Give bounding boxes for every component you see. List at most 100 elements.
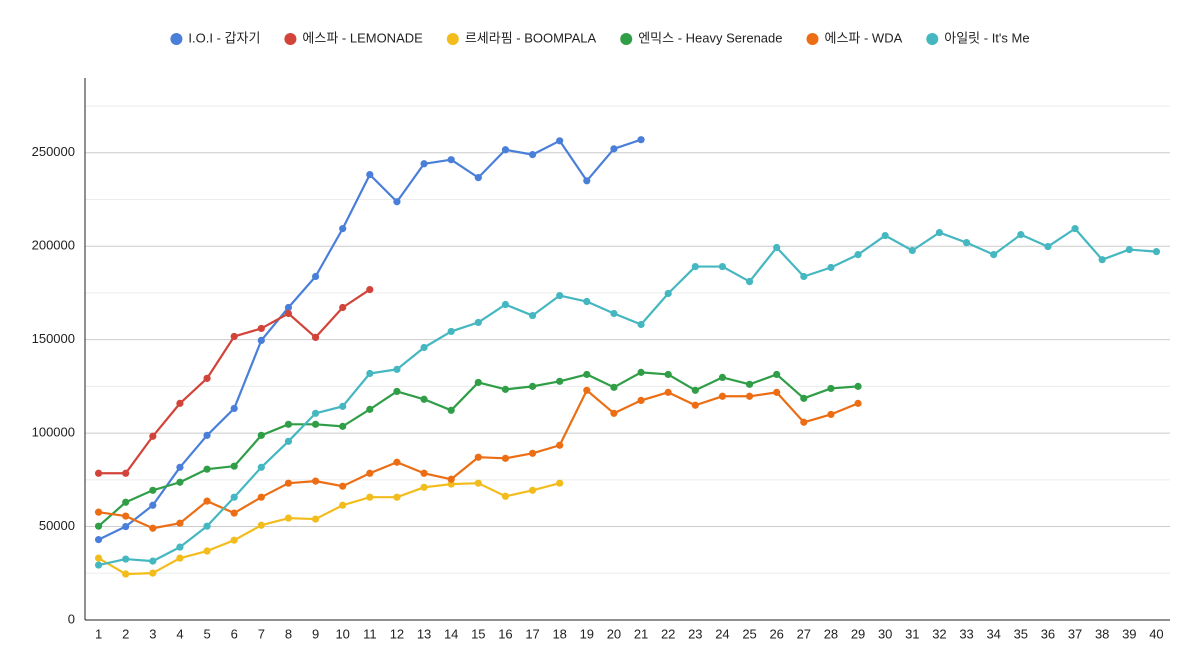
- data-point: [122, 570, 130, 578]
- data-point: [528, 311, 537, 320]
- x-tick-label: 28: [824, 626, 838, 641]
- data-point: [420, 395, 428, 403]
- data-point: [800, 272, 808, 281]
- data-point: [773, 388, 781, 396]
- x-tick-label: 6: [231, 626, 238, 641]
- y-tick-label: 150000: [32, 331, 75, 346]
- data-point: [420, 160, 428, 168]
- data-point: [176, 399, 184, 407]
- data-point: [94, 508, 103, 516]
- x-tick-label: 10: [335, 626, 349, 641]
- x-tick-label: 14: [444, 626, 458, 641]
- x-tick-label: 16: [498, 626, 512, 641]
- data-point: [311, 272, 320, 281]
- x-tick-label: 2: [122, 626, 129, 641]
- data-point: [583, 386, 591, 394]
- data-point: [284, 309, 293, 318]
- x-tick-label: 21: [634, 626, 648, 641]
- data-point: [474, 453, 482, 461]
- data-point: [284, 437, 293, 445]
- data-point: [501, 300, 510, 309]
- x-tick-label: 25: [742, 626, 756, 641]
- data-point: [122, 522, 130, 531]
- data-point: [94, 554, 103, 562]
- data-point: [935, 228, 944, 237]
- data-point: [610, 383, 618, 391]
- data-point: [528, 382, 537, 390]
- data-point: [664, 388, 672, 396]
- data-point: [122, 512, 130, 520]
- data-point: [366, 369, 374, 378]
- x-tick-label: 30: [878, 626, 892, 641]
- data-point: [230, 509, 238, 517]
- data-point: [149, 432, 157, 440]
- data-point: [718, 392, 727, 400]
- data-point: [854, 382, 862, 390]
- data-point: [94, 522, 103, 530]
- data-point: [474, 174, 482, 182]
- legend-label: 르세라핌 - BOOMPALA: [465, 30, 597, 45]
- x-tick-label: 3: [149, 626, 156, 641]
- legend-label: 에스파 - LEMONADE: [302, 30, 423, 45]
- data-point: [501, 492, 510, 500]
- data-point: [1017, 231, 1025, 239]
- data-point: [447, 156, 455, 164]
- data-point: [990, 251, 998, 259]
- data-point: [230, 462, 238, 470]
- data-point: [420, 469, 428, 477]
- y-tick-label: 50000: [39, 518, 75, 533]
- data-point: [420, 343, 428, 352]
- legend-label: 엔믹스 - Heavy Serenade: [638, 30, 782, 45]
- legend-marker: [284, 33, 297, 45]
- data-point: [230, 493, 238, 501]
- data-point: [284, 514, 293, 522]
- data-point: [447, 327, 455, 336]
- data-point: [393, 198, 401, 206]
- data-point: [610, 309, 618, 318]
- x-tick-label: 37: [1068, 626, 1082, 641]
- data-point: [176, 478, 184, 486]
- data-point: [284, 479, 293, 487]
- data-point: [149, 524, 157, 532]
- x-tick-label: 35: [1014, 626, 1028, 641]
- data-point: [881, 231, 889, 240]
- data-point: [420, 483, 428, 491]
- legend-marker: [620, 33, 633, 45]
- legend-marker: [446, 33, 459, 45]
- data-point: [257, 324, 265, 333]
- data-point: [583, 177, 591, 185]
- data-point: [203, 465, 211, 473]
- data-point: [393, 493, 401, 501]
- data-point: [257, 463, 265, 471]
- data-point: [311, 409, 320, 417]
- x-tick-label: 13: [417, 626, 431, 641]
- data-point: [637, 396, 645, 404]
- data-point: [284, 303, 293, 312]
- data-point: [583, 297, 591, 306]
- data-point: [691, 262, 699, 271]
- data-point: [339, 303, 347, 312]
- data-point: [610, 409, 618, 417]
- x-tick-label: 29: [851, 626, 865, 641]
- data-point: [1098, 256, 1106, 264]
- data-point: [501, 454, 510, 462]
- data-point: [908, 246, 916, 255]
- legend-label: 에스파 - WDA: [825, 30, 903, 45]
- x-tick-label: 18: [552, 626, 566, 641]
- x-tick-label: 12: [390, 626, 404, 641]
- data-point: [366, 285, 374, 294]
- x-tick-label: 27: [797, 626, 811, 641]
- data-point: [176, 463, 184, 471]
- data-point: [691, 386, 699, 394]
- x-tick-label: 33: [959, 626, 973, 641]
- data-point: [528, 449, 537, 457]
- x-tick-label: 31: [905, 626, 919, 641]
- data-point: [339, 482, 347, 490]
- data-point: [257, 336, 265, 345]
- x-tick-label: 24: [715, 626, 729, 641]
- data-point: [230, 536, 238, 544]
- data-point: [474, 479, 482, 487]
- legend-marker: [170, 33, 183, 45]
- legend-label: I.O.I - 갑자기: [188, 30, 260, 45]
